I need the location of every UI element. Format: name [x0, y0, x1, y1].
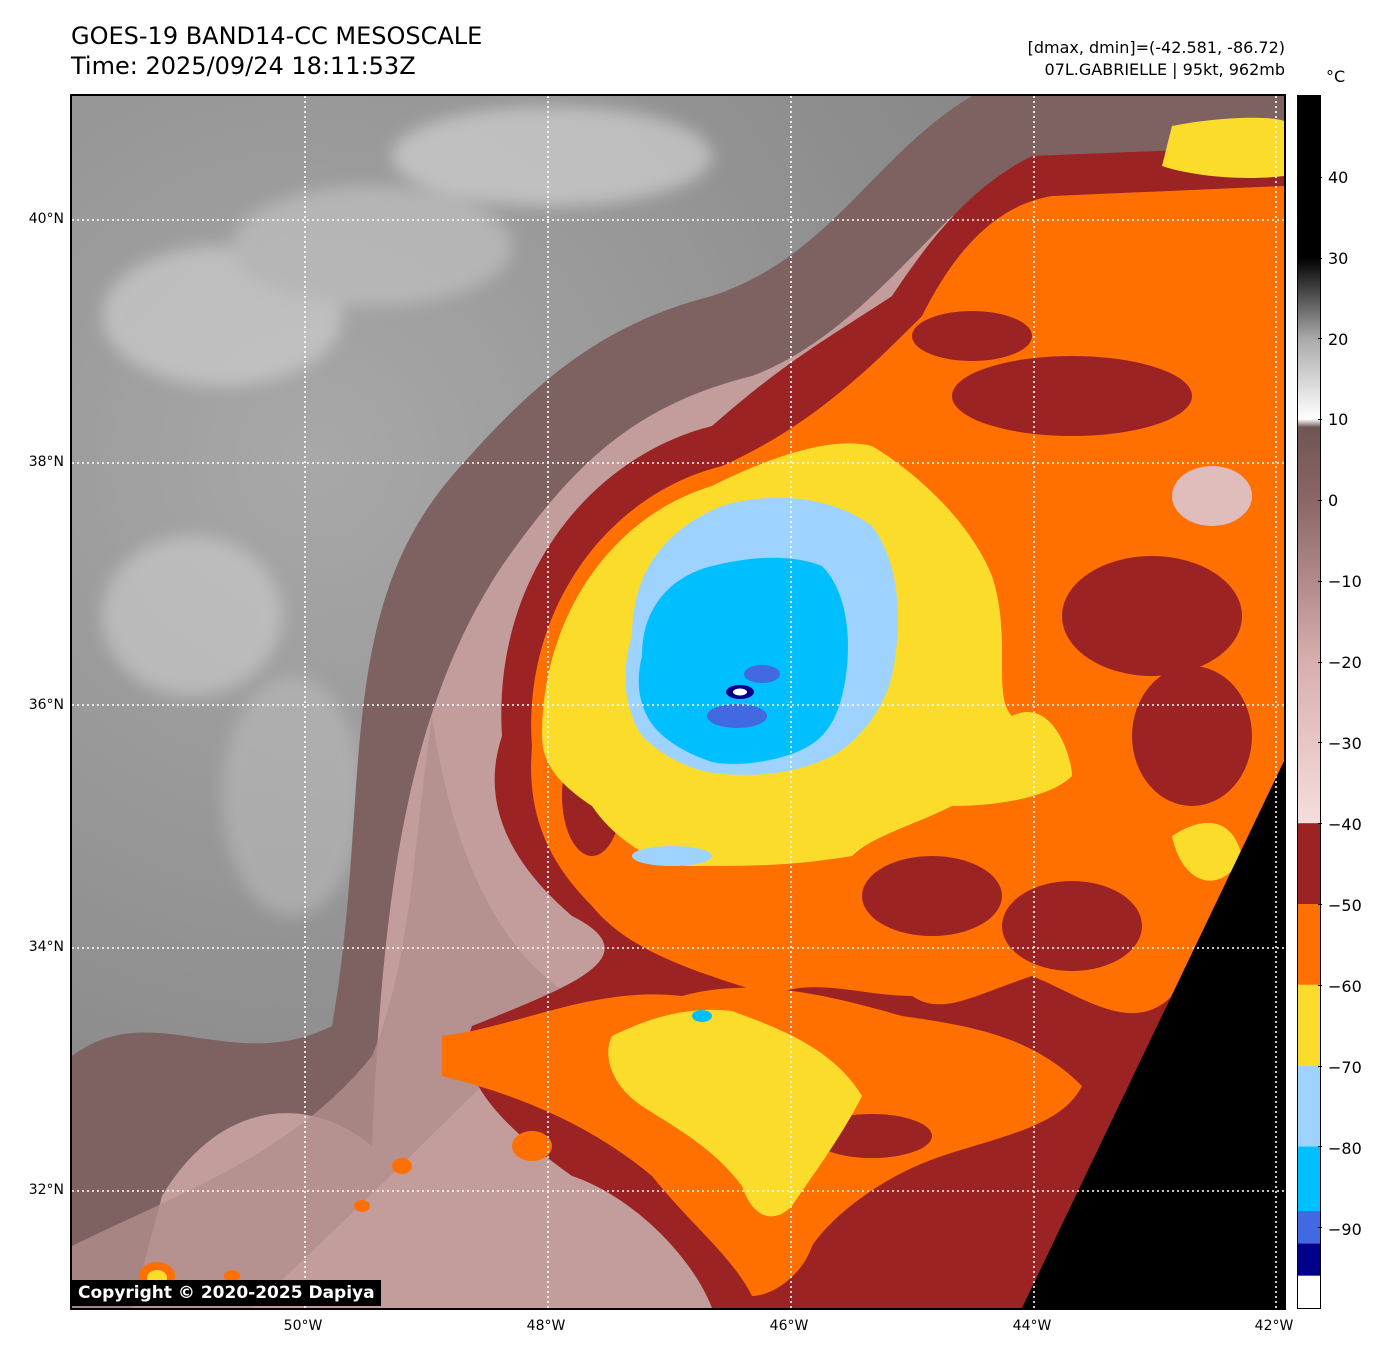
lon-label-44w: 44°W [1012, 1318, 1052, 1334]
colorbar-band [1298, 1065, 1320, 1147]
colorbar-tick-label: −40 [1328, 815, 1362, 834]
lon-label-42w: 42°W [1254, 1318, 1294, 1334]
colorbar-band [1298, 984, 1320, 1066]
data-range-label: [dmax, dmin]=(-42.581, -86.72) [1027, 38, 1285, 57]
colorbar-band [1298, 1275, 1320, 1308]
colorbar-gradient [1298, 96, 1320, 824]
colorbar-band [1298, 904, 1320, 985]
colorbar-tick-mark [1318, 1227, 1322, 1229]
colorbar-tick-mark [1318, 419, 1322, 421]
lat-label-40n: 40°N [28, 211, 64, 227]
lon-label-46w: 46°W [769, 1318, 809, 1334]
satellite-image [70, 94, 1286, 1310]
lat-label-38n: 38°N [28, 454, 64, 470]
colorbar-tick-mark [1318, 1146, 1322, 1148]
lat-label-32n: 32°N [28, 1182, 64, 1198]
timestamp-label: Time: 2025/09/24 18:11:53Z [71, 52, 416, 80]
colorbar-tick-label: −90 [1328, 1220, 1362, 1239]
colorbar-unit-label: °C [1326, 67, 1346, 86]
colorbar-tick-label: −20 [1328, 653, 1362, 672]
colorbar-tick-mark [1318, 823, 1322, 825]
colorbar-tick-mark [1318, 742, 1322, 744]
colorbar-tick-mark [1318, 984, 1322, 986]
colorbar [1297, 95, 1321, 1309]
colorbar-tick-label: −30 [1328, 734, 1362, 753]
colorbar-tick-mark [1318, 580, 1322, 582]
lat-label-36n: 36°N [28, 697, 64, 713]
colorbar-tick-label: −80 [1328, 1139, 1362, 1158]
lon-label-48w: 48°W [526, 1318, 566, 1334]
colorbar-tick-label: 20 [1328, 330, 1349, 349]
colorbar-tick-label: −60 [1328, 977, 1362, 996]
colorbar-tick-label: −50 [1328, 896, 1362, 915]
colorbar-band [1298, 1211, 1320, 1244]
lon-label-50w: 50°W [283, 1318, 323, 1334]
colorbar-tick-label: 40 [1328, 168, 1349, 187]
colorbar-band [1298, 1243, 1320, 1276]
storm-info-label: 07L.GABRIELLE | 95kt, 962mb [1044, 60, 1285, 79]
colorbar-tick-label: 0 [1328, 491, 1339, 510]
colorbar-tick-mark [1318, 176, 1322, 178]
colorbar-tick-label: 10 [1328, 410, 1349, 429]
colorbar-tick-mark [1318, 904, 1322, 905]
colorbar-tick-label: 30 [1328, 249, 1349, 268]
colorbar-tick-mark [1318, 257, 1322, 259]
colorbar-tick-label: −70 [1328, 1058, 1362, 1077]
chart-title: GOES-19 BAND14-CC MESOSCALE [71, 22, 483, 50]
colorbar-tick-mark [1318, 661, 1322, 663]
lat-label-34n: 34°N [28, 939, 64, 955]
colorbar-band [1298, 1146, 1320, 1212]
colorbar-tick-mark [1318, 338, 1322, 340]
colorbar-tick-label: −10 [1328, 572, 1362, 591]
colorbar-tick-mark [1318, 500, 1322, 501]
colorbar-tick-mark [1318, 1065, 1322, 1067]
copyright-badge: Copyright © 2020-2025 Dapiya [72, 1280, 381, 1306]
colorbar-band [1298, 823, 1320, 904]
